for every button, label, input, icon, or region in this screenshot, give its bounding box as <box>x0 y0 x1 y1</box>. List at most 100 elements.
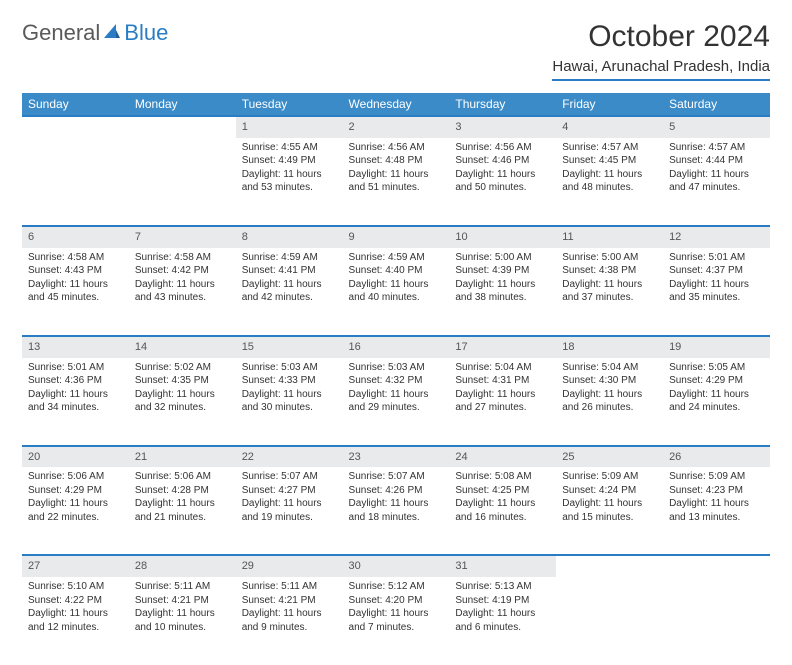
sunset-text: Sunset: 4:32 PM <box>349 374 444 388</box>
sunrise-text: Sunrise: 5:04 AM <box>562 361 657 375</box>
day-number-cell <box>663 555 770 577</box>
daylight-text: Daylight: 11 hours <box>455 497 550 511</box>
day-content-cell <box>556 577 663 665</box>
day-number-cell: 13 <box>22 336 129 358</box>
sunset-text: Sunset: 4:49 PM <box>242 154 337 168</box>
daylight-text: and 48 minutes. <box>562 181 657 195</box>
page-title: October 2024 <box>552 20 770 54</box>
daylight-text: and 37 minutes. <box>562 291 657 305</box>
daylight-text: and 45 minutes. <box>28 291 123 305</box>
day-number-cell <box>129 116 236 138</box>
daylight-text: and 32 minutes. <box>135 401 230 415</box>
sunrise-text: Sunrise: 4:57 AM <box>669 141 764 155</box>
day-content-cell: Sunrise: 5:00 AMSunset: 4:38 PMDaylight:… <box>556 248 663 336</box>
day-number-cell: 15 <box>236 336 343 358</box>
daylight-text: and 19 minutes. <box>242 511 337 525</box>
sunrise-text: Sunrise: 5:01 AM <box>28 361 123 375</box>
day-content-cell: Sunrise: 5:09 AMSunset: 4:24 PMDaylight:… <box>556 467 663 555</box>
day-content-cell: Sunrise: 5:10 AMSunset: 4:22 PMDaylight:… <box>22 577 129 665</box>
weekday-header: Sunday <box>22 93 129 116</box>
daylight-text: Daylight: 11 hours <box>455 278 550 292</box>
day-number-cell: 8 <box>236 226 343 248</box>
daylight-text: and 9 minutes. <box>242 621 337 635</box>
day-content-cell: Sunrise: 4:59 AMSunset: 4:41 PMDaylight:… <box>236 248 343 336</box>
day-number-cell: 6 <box>22 226 129 248</box>
day-content-row: Sunrise: 5:06 AMSunset: 4:29 PMDaylight:… <box>22 467 770 555</box>
day-content-cell: Sunrise: 4:57 AMSunset: 4:45 PMDaylight:… <box>556 138 663 226</box>
day-number-row: 2728293031 <box>22 555 770 577</box>
sunrise-text: Sunrise: 4:59 AM <box>242 251 337 265</box>
day-content-cell: Sunrise: 4:58 AMSunset: 4:43 PMDaylight:… <box>22 248 129 336</box>
sunrise-text: Sunrise: 5:06 AM <box>135 470 230 484</box>
daylight-text: and 13 minutes. <box>669 511 764 525</box>
day-number-cell: 27 <box>22 555 129 577</box>
daylight-text: and 12 minutes. <box>28 621 123 635</box>
sunset-text: Sunset: 4:23 PM <box>669 484 764 498</box>
daylight-text: Daylight: 11 hours <box>135 278 230 292</box>
daylight-text: Daylight: 11 hours <box>562 278 657 292</box>
daylight-text: Daylight: 11 hours <box>455 168 550 182</box>
daylight-text: Daylight: 11 hours <box>349 497 444 511</box>
sunset-text: Sunset: 4:46 PM <box>455 154 550 168</box>
sunrise-text: Sunrise: 5:05 AM <box>669 361 764 375</box>
day-number-cell: 18 <box>556 336 663 358</box>
sunset-text: Sunset: 4:26 PM <box>349 484 444 498</box>
daylight-text: and 15 minutes. <box>562 511 657 525</box>
header: General Blue October 2024 Hawai, Arunach… <box>22 20 770 81</box>
day-content-row: Sunrise: 4:58 AMSunset: 4:43 PMDaylight:… <box>22 248 770 336</box>
daylight-text: and 47 minutes. <box>669 181 764 195</box>
day-number-cell: 22 <box>236 446 343 468</box>
weekday-header: Saturday <box>663 93 770 116</box>
sunset-text: Sunset: 4:29 PM <box>669 374 764 388</box>
day-number-cell: 26 <box>663 446 770 468</box>
logo-sail-icon <box>102 20 122 46</box>
sunrise-text: Sunrise: 5:00 AM <box>562 251 657 265</box>
sunset-text: Sunset: 4:30 PM <box>562 374 657 388</box>
day-number-cell: 17 <box>449 336 556 358</box>
daylight-text: and 21 minutes. <box>135 511 230 525</box>
daylight-text: and 50 minutes. <box>455 181 550 195</box>
daylight-text: Daylight: 11 hours <box>242 278 337 292</box>
sunset-text: Sunset: 4:24 PM <box>562 484 657 498</box>
sunrise-text: Sunrise: 5:01 AM <box>669 251 764 265</box>
day-number-cell: 28 <box>129 555 236 577</box>
sunrise-text: Sunrise: 5:09 AM <box>562 470 657 484</box>
day-content-cell: Sunrise: 5:13 AMSunset: 4:19 PMDaylight:… <box>449 577 556 665</box>
daylight-text: Daylight: 11 hours <box>349 278 444 292</box>
daylight-text: Daylight: 11 hours <box>135 388 230 402</box>
day-content-cell: Sunrise: 4:56 AMSunset: 4:46 PMDaylight:… <box>449 138 556 226</box>
daylight-text: Daylight: 11 hours <box>562 497 657 511</box>
weekday-header: Wednesday <box>343 93 450 116</box>
daylight-text: and 10 minutes. <box>135 621 230 635</box>
sunrise-text: Sunrise: 5:11 AM <box>242 580 337 594</box>
daylight-text: Daylight: 11 hours <box>349 607 444 621</box>
day-number-cell: 20 <box>22 446 129 468</box>
sunset-text: Sunset: 4:22 PM <box>28 594 123 608</box>
weekday-header-row: SundayMondayTuesdayWednesdayThursdayFrid… <box>22 93 770 116</box>
day-number-cell: 30 <box>343 555 450 577</box>
day-number-cell: 4 <box>556 116 663 138</box>
day-content-cell: Sunrise: 5:03 AMSunset: 4:32 PMDaylight:… <box>343 358 450 446</box>
daylight-text: Daylight: 11 hours <box>242 607 337 621</box>
sunset-text: Sunset: 4:21 PM <box>135 594 230 608</box>
day-content-cell: Sunrise: 4:57 AMSunset: 4:44 PMDaylight:… <box>663 138 770 226</box>
sunrise-text: Sunrise: 4:57 AM <box>562 141 657 155</box>
daylight-text: Daylight: 11 hours <box>455 388 550 402</box>
sunset-text: Sunset: 4:39 PM <box>455 264 550 278</box>
sunset-text: Sunset: 4:42 PM <box>135 264 230 278</box>
daylight-text: and 30 minutes. <box>242 401 337 415</box>
day-number-cell: 24 <box>449 446 556 468</box>
sunset-text: Sunset: 4:43 PM <box>28 264 123 278</box>
day-content-row: Sunrise: 4:55 AMSunset: 4:49 PMDaylight:… <box>22 138 770 226</box>
daylight-text: Daylight: 11 hours <box>28 388 123 402</box>
day-number-cell: 2 <box>343 116 450 138</box>
daylight-text: and 53 minutes. <box>242 181 337 195</box>
day-content-cell: Sunrise: 5:01 AMSunset: 4:36 PMDaylight:… <box>22 358 129 446</box>
sunrise-text: Sunrise: 5:09 AM <box>669 470 764 484</box>
daylight-text: Daylight: 11 hours <box>562 168 657 182</box>
sunset-text: Sunset: 4:31 PM <box>455 374 550 388</box>
sunrise-text: Sunrise: 5:06 AM <box>28 470 123 484</box>
sunset-text: Sunset: 4:48 PM <box>349 154 444 168</box>
day-number-cell: 10 <box>449 226 556 248</box>
daylight-text: and 16 minutes. <box>455 511 550 525</box>
